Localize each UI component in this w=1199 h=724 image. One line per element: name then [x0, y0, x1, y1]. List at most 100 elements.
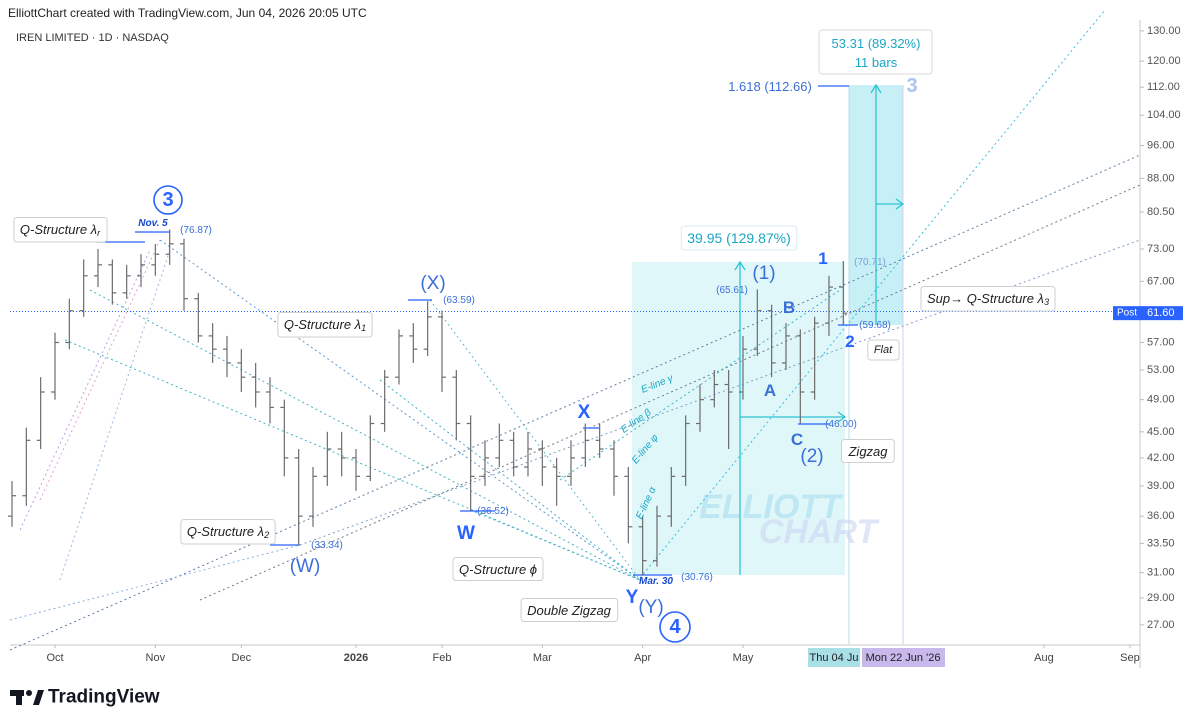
annotation-main: (33.34)	[311, 540, 343, 551]
y-tick-label: 104.00	[1147, 109, 1181, 121]
ohlc-bar	[581, 423, 590, 468]
annotation-text: 4	[669, 616, 681, 638]
trend-line	[429, 299, 641, 581]
ohlc-bar	[638, 516, 647, 576]
annotation-main: X	[578, 402, 591, 423]
x-tick-label: Aug	[1034, 652, 1054, 664]
annotation-text: 2	[845, 332, 854, 351]
ohlc-bar	[480, 440, 489, 486]
annotation-text: W	[457, 523, 475, 544]
annotation-main: (36.52)	[477, 506, 509, 517]
annotation-text: Nov. 5	[138, 218, 168, 229]
annotation-text: Flat	[874, 344, 893, 356]
annotation-text: Mar. 30	[639, 576, 673, 587]
ohlc-bar	[222, 335, 231, 378]
annotation: (2)	[800, 446, 823, 467]
x-tick-label: Sep	[1120, 652, 1140, 664]
annotation-sub: 3	[1044, 297, 1049, 307]
x-tick-label: Oct	[46, 652, 63, 664]
annotation: Sup→ Q-Structure λ3	[920, 286, 1056, 312]
annotation-box	[452, 557, 544, 581]
annotation-text: 53.31 (89.32%)	[832, 36, 921, 51]
ohlc-bar	[681, 415, 690, 486]
annotation: Zigzag	[840, 439, 895, 463]
ohlc-bar	[466, 415, 475, 511]
annotation: (65.61)	[716, 285, 748, 296]
measure-arrows	[734, 83, 905, 575]
annotation: 4	[669, 616, 681, 638]
annotation-text: ELLIOTT	[699, 488, 844, 526]
annotation-text: (30.76)	[681, 572, 713, 583]
y-tick-label: 49.00	[1147, 394, 1175, 406]
annotation-main: Double Zigzag	[527, 603, 612, 618]
annotation-text: Q-Structure λr	[20, 222, 101, 239]
annotation-box	[920, 286, 1056, 312]
wave-circle	[153, 185, 183, 215]
trend-line	[469, 509, 641, 581]
annotation-text: C	[791, 430, 803, 449]
ohlc-bar	[452, 369, 461, 441]
annotation-main: Q-Structure ϕ	[459, 562, 537, 577]
annotation-sub: 2	[263, 530, 269, 540]
ohlc-bar	[538, 440, 547, 486]
trend-line	[299, 239, 1141, 546]
annotation-main: Q-Structure λ	[284, 317, 361, 332]
ohlc-bar	[810, 316, 819, 400]
ohlc-bar	[337, 431, 346, 477]
annotation-main: Zigzag	[847, 444, 888, 459]
annotation-main: (W)	[290, 556, 321, 577]
annotation: (59.68)	[859, 320, 891, 331]
ohlc-bar	[265, 377, 274, 424]
ohlc-bar	[796, 329, 805, 424]
y-tick-label: 29.00	[1147, 592, 1175, 604]
annotation: (70.71)	[854, 257, 886, 268]
ohlc-bar	[194, 292, 203, 343]
ohlc-bar	[552, 457, 561, 506]
ohlc-bar	[724, 369, 733, 450]
annotation: X	[578, 402, 591, 423]
annotation-text: (Y)	[638, 597, 663, 618]
arrow-head	[870, 83, 882, 94]
date-badge-label: Mon 22 Jun '26	[866, 652, 941, 664]
logo-part	[16, 690, 22, 705]
post-label: Post	[1117, 308, 1137, 319]
annotation-text: Q-Structure λ2	[187, 524, 269, 541]
annotation-main: (63.59)	[443, 295, 475, 306]
ohlc-bar	[8, 481, 17, 527]
annotation-sub: r	[97, 228, 101, 238]
x-tick-label: Feb	[433, 652, 452, 664]
annotation-main: (X)	[420, 273, 445, 294]
trend-line	[199, 184, 1141, 601]
ohlc-bar	[495, 423, 504, 468]
ohlc-bar	[380, 369, 389, 432]
ohlc-bar	[308, 467, 317, 527]
annotation: (76.87)	[180, 225, 212, 236]
ohlc-bar	[165, 229, 174, 265]
annotation-box	[840, 439, 895, 463]
annotation-main: (46.00)	[825, 419, 857, 430]
range-box	[632, 262, 845, 575]
annotation-text: CHART	[759, 513, 881, 551]
y-tick-label: 45.00	[1147, 426, 1175, 438]
ohlc-bar	[237, 349, 246, 393]
trend-lines	[9, 9, 1141, 651]
x-tick-label: May	[733, 652, 754, 664]
logo-part	[26, 690, 32, 696]
annotation-text: (W)	[290, 556, 321, 577]
annotation-text: Y	[626, 587, 639, 608]
y-tick-label: 88.00	[1147, 172, 1175, 184]
annotation: (X)	[420, 273, 445, 294]
annotation: ELLIOTT	[699, 488, 844, 526]
annotation-box	[867, 339, 900, 361]
trend-line	[9, 154, 1141, 651]
ohlc-bar	[566, 440, 575, 486]
annotation: 1	[818, 249, 827, 268]
annotation: Q-Structure λ1	[277, 312, 373, 338]
annotation-text: (63.59)	[443, 295, 475, 306]
annotation: 11 bars	[855, 55, 898, 70]
annotation: Mar. 30	[639, 576, 673, 587]
annotation-main: (Y)	[638, 597, 663, 618]
trend-line	[639, 9, 1106, 579]
ohlc-bar	[394, 329, 403, 385]
annotation-text: (65.61)	[716, 285, 748, 296]
